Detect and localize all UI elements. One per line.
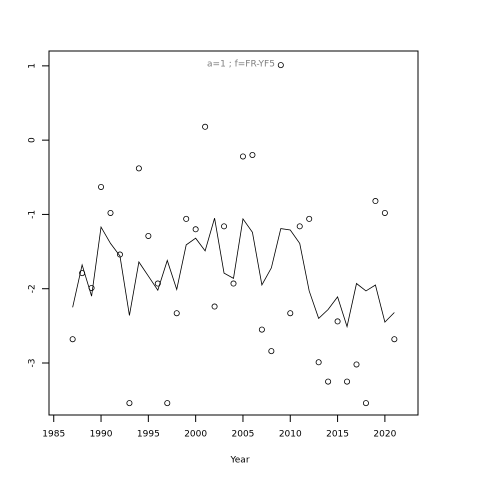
x-axis-label: Year <box>229 456 249 466</box>
point <box>239 153 246 160</box>
y-tick-label: -1 <box>28 210 38 219</box>
y-tick-label: -2 <box>28 284 38 293</box>
point <box>362 400 369 407</box>
point <box>154 280 161 287</box>
point <box>391 336 398 343</box>
y-tick-label: -3 <box>28 359 38 368</box>
x-tick-label: 2015 <box>326 430 349 440</box>
line <box>72 217 395 329</box>
point <box>192 226 199 233</box>
point <box>211 303 218 310</box>
point <box>145 232 152 239</box>
point <box>334 318 341 325</box>
y-tick-label: 1 <box>28 63 38 69</box>
x-tick-label: 2020 <box>373 430 396 440</box>
point <box>381 209 388 216</box>
point <box>221 223 228 230</box>
point <box>107 209 114 216</box>
chart-title: a=1 ; f=FR-YF5 <box>207 60 275 70</box>
point <box>164 400 171 407</box>
point <box>372 198 379 205</box>
point <box>353 361 360 368</box>
point <box>249 151 256 158</box>
point <box>126 400 133 407</box>
point <box>202 123 209 130</box>
point <box>230 280 237 287</box>
point <box>183 215 190 222</box>
point <box>325 378 332 385</box>
point <box>135 165 142 172</box>
point <box>69 336 76 343</box>
point <box>306 215 313 222</box>
point <box>98 183 105 190</box>
point <box>277 62 284 69</box>
x-tick-label: 1995 <box>137 430 160 440</box>
plot-frame <box>48 50 419 416</box>
point <box>315 359 322 366</box>
point <box>344 378 351 385</box>
point <box>268 348 275 355</box>
x-tick-label: 2010 <box>279 430 302 440</box>
y-tick-label: 0 <box>28 137 38 143</box>
x-tick-label: 1990 <box>90 430 113 440</box>
point <box>296 223 303 230</box>
x-tick-label: 2000 <box>184 430 207 440</box>
point <box>173 310 180 317</box>
point <box>287 310 294 317</box>
x-tick-label: 2005 <box>232 430 255 440</box>
point <box>258 326 265 333</box>
x-tick-label: 1985 <box>42 430 65 440</box>
